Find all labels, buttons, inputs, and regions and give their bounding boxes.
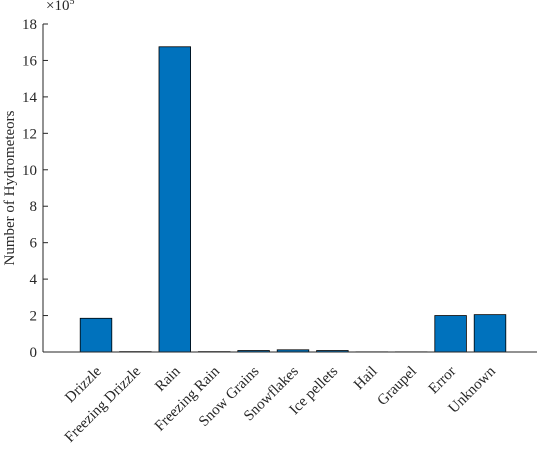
- multiplier-base: ×10: [46, 0, 69, 14]
- y-tick-label: 12: [22, 126, 37, 142]
- y-tick-label: 10: [22, 163, 37, 179]
- bar: [158, 46, 192, 353]
- x-tick-label: Graupel: [375, 364, 420, 409]
- multiplier-exponent: 5: [69, 0, 74, 7]
- y-tick-label: 4: [30, 272, 38, 288]
- y-tick-label: 16: [22, 53, 38, 69]
- bar: [79, 317, 113, 353]
- y-tick-label: 0: [30, 345, 38, 361]
- x-tick-label: Rain: [152, 363, 184, 395]
- y-tick-label: 14: [22, 90, 38, 106]
- y-tick-label: 2: [30, 309, 38, 325]
- x-tick-label: Error: [426, 364, 460, 398]
- y-tick-label: 18: [22, 17, 37, 33]
- bar: [473, 314, 507, 353]
- x-tick-label: Hail: [351, 364, 381, 394]
- bar: [434, 315, 467, 353]
- y-axis-label: Number of Hydrometeors: [2, 110, 18, 265]
- y-multiplier: ×105: [46, 0, 74, 14]
- y-tick-label: 6: [30, 236, 38, 252]
- y-tick-label: 8: [30, 199, 38, 215]
